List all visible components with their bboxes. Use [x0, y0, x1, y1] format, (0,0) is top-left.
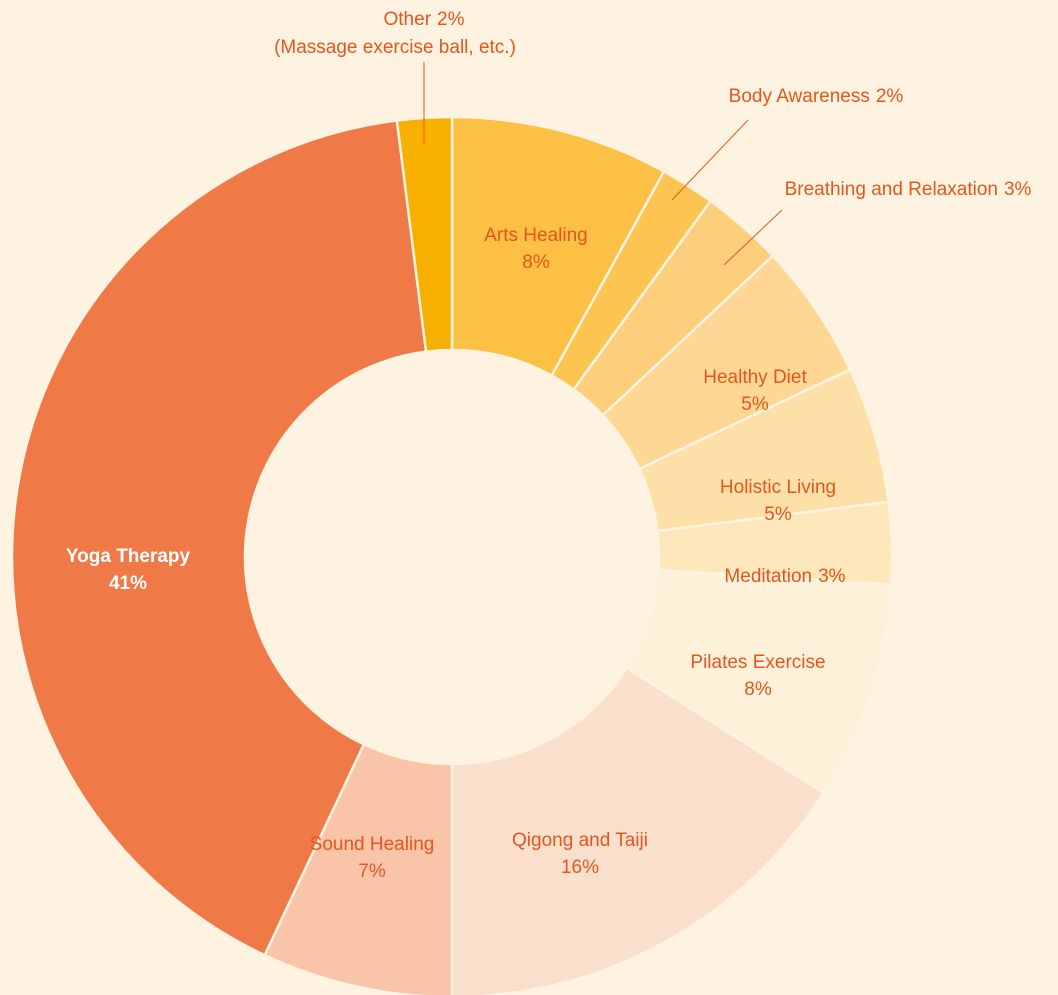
slice-value-label: 8% [744, 679, 772, 700]
slice [10, 119, 428, 957]
slice-label: Other [384, 9, 432, 30]
slice-label-group: Breathing and Relaxation 3% [785, 179, 1032, 200]
slice [450, 666, 826, 995]
slice-label: Breathing and Relaxation [785, 179, 998, 200]
slice-label: Body Awareness [729, 86, 870, 107]
annotation: (Massage exercise ball, etc.) [274, 37, 516, 58]
slice-value-label: 2% [876, 86, 904, 107]
slice-value-label: 7% [358, 861, 386, 882]
slice-value-label: 5% [764, 504, 792, 525]
leader-line [723, 209, 783, 266]
slice-label: Meditation [724, 566, 812, 587]
slice-label-group: Other 2% [384, 9, 465, 30]
slice-label: Arts Healing [484, 225, 588, 246]
slice-label: Healthy Diet [703, 367, 807, 388]
slice-value-label: 3% [818, 566, 846, 587]
slice-label-group: Meditation 3% [724, 566, 845, 587]
slice-label: Pilates Exercise [690, 652, 825, 673]
slice-label: Holistic Living [720, 477, 836, 498]
slice-value-label: 5% [741, 394, 769, 415]
leader-line [671, 119, 749, 201]
slice-value-label: 3% [1004, 179, 1032, 200]
slice-label: Yoga Therapy [66, 546, 191, 567]
slice-label: Qigong and Taiji [512, 830, 648, 851]
slice-label-group: Body Awareness 2% [729, 86, 904, 107]
slice-value-label: 41% [109, 573, 147, 594]
slice [395, 115, 454, 354]
slice-label: Sound Healing [310, 834, 435, 855]
slice-value-label: 16% [561, 857, 599, 878]
slice-value-label: 8% [522, 252, 550, 273]
slice-value-label: 2% [437, 9, 465, 30]
